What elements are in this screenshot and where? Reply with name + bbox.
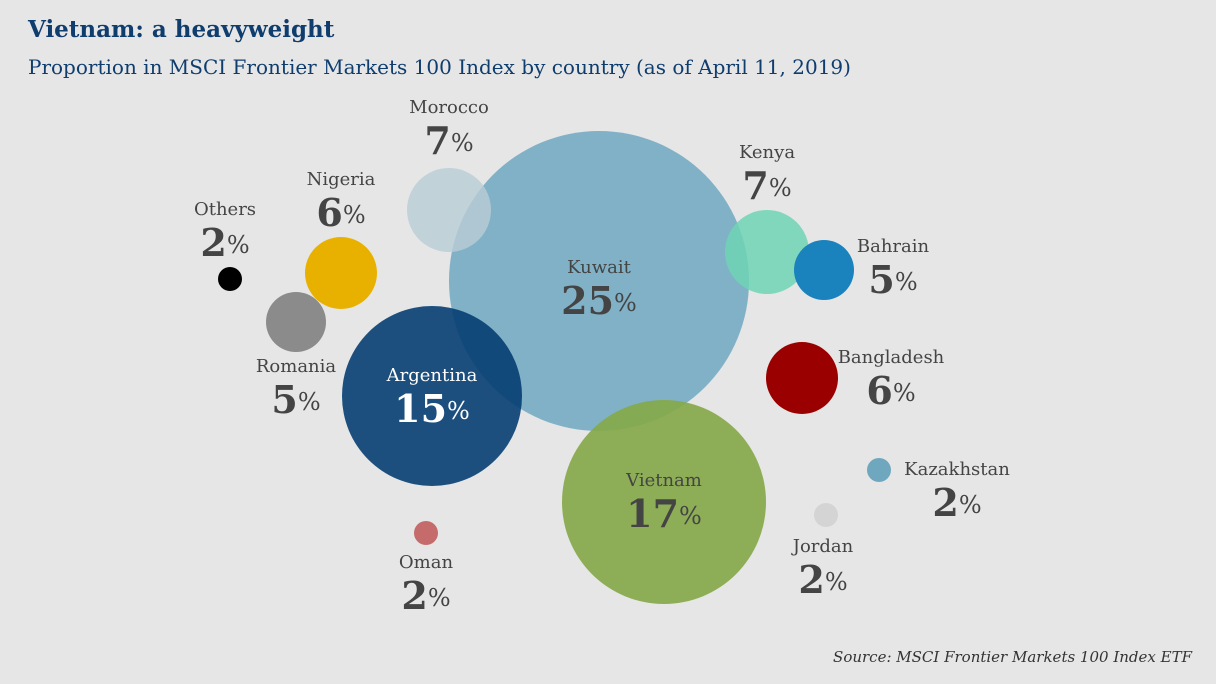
bubble-jordan — [814, 503, 838, 527]
chart-title: Vietnam: a heavyweight — [28, 16, 335, 43]
value-kenya: 7% — [742, 163, 791, 208]
source-note: Source: MSCI Frontier Markets 100 Index … — [833, 648, 1192, 666]
label-morocco: Morocco — [409, 97, 489, 118]
bubble-vietnam — [562, 400, 766, 604]
label-romania: Romania — [256, 356, 337, 377]
value-kazakhstan: 2% — [932, 480, 981, 525]
label-oman: Oman — [399, 552, 454, 573]
bubble-kazakhstan — [867, 458, 891, 482]
value-bahrain: 5% — [868, 257, 917, 302]
label-kazakhstan: Kazakhstan — [904, 459, 1010, 480]
value-kuwait: 25% — [561, 278, 637, 323]
bubble-kuwait — [449, 131, 749, 431]
bubble-argentina — [342, 306, 522, 486]
value-vietnam: 17% — [626, 491, 702, 536]
bubble-romania — [266, 292, 326, 352]
bubble-oman — [414, 521, 438, 545]
bubble-bahrain — [794, 240, 854, 300]
bubble-bangladesh — [766, 342, 838, 414]
label-others: Others — [194, 199, 256, 220]
label-jordan: Jordan — [791, 536, 854, 557]
value-romania: 5% — [271, 377, 320, 422]
value-nigeria: 6% — [316, 190, 365, 235]
value-bangladesh: 6% — [866, 368, 915, 413]
value-others: 2% — [200, 220, 249, 265]
bubble-morocco — [407, 168, 491, 252]
label-bahrain: Bahrain — [857, 236, 930, 257]
value-morocco: 7% — [424, 118, 473, 163]
label-kenya: Kenya — [739, 142, 795, 163]
value-jordan: 2% — [798, 557, 847, 602]
label-argentina: Argentina — [386, 365, 478, 386]
bubble-nigeria — [305, 237, 377, 309]
bubble-kenya — [725, 210, 809, 294]
value-oman: 2% — [401, 573, 450, 618]
label-vietnam: Vietnam — [625, 470, 702, 491]
chart-subtitle: Proportion in MSCI Frontier Markets 100 … — [28, 55, 851, 79]
label-kuwait: Kuwait — [567, 257, 632, 278]
value-argentina: 15% — [394, 386, 470, 431]
label-bangladesh: Bangladesh — [838, 347, 945, 368]
label-nigeria: Nigeria — [307, 169, 376, 190]
bubble-others — [218, 267, 242, 291]
